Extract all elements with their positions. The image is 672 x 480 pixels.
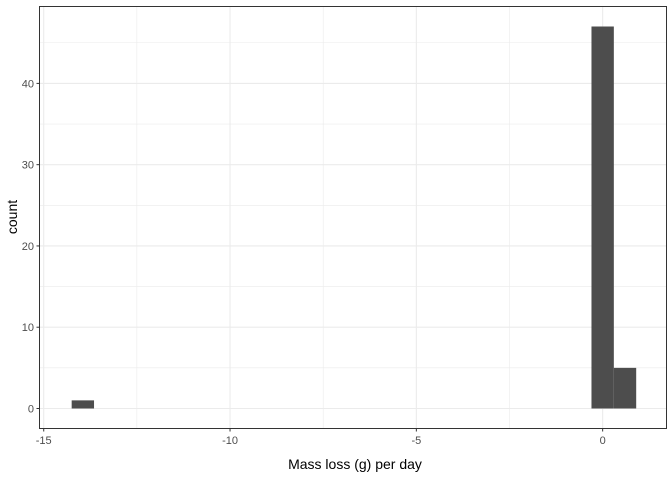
grid-layer — [40, 7, 666, 428]
x-axis: -15 -10 -5 0 — [36, 428, 606, 447]
histogram-bar — [591, 26, 614, 409]
histogram-bar — [71, 400, 95, 409]
x-tick-label: 0 — [600, 435, 606, 447]
x-tick-label: -10 — [222, 435, 238, 447]
bars-layer — [71, 26, 637, 409]
y-axis: 0 10 20 30 40 — [22, 78, 40, 415]
panel-border — [39, 6, 667, 429]
y-axis-title: count — [4, 200, 20, 234]
x-tick-label: -15 — [36, 435, 52, 447]
y-tick-label: 40 — [22, 78, 34, 90]
x-axis-title: Mass loss (g) per day — [288, 456, 422, 472]
y-tick-label: 0 — [28, 403, 34, 415]
x-tick-label: -5 — [411, 435, 421, 447]
histogram-bar — [613, 367, 637, 409]
y-tick-label: 20 — [22, 241, 34, 253]
y-tick-label: 10 — [22, 322, 34, 334]
y-tick-label: 30 — [22, 160, 34, 172]
